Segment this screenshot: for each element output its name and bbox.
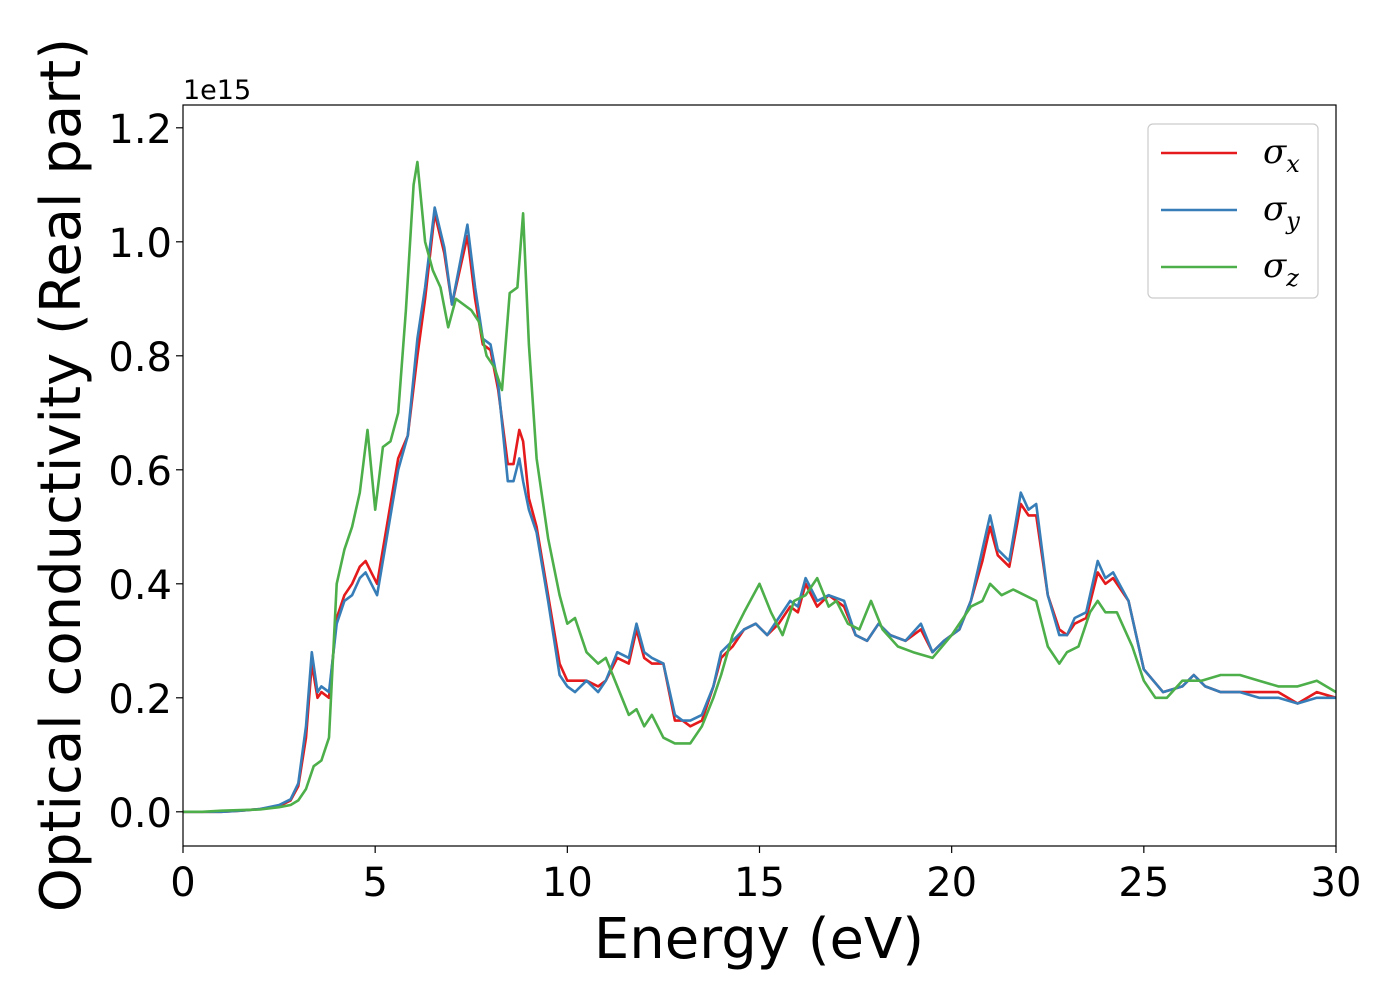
x-tick-label: 25 <box>1118 860 1169 906</box>
x-tick-label: 15 <box>734 860 785 906</box>
y-tick-label: 0.4 <box>108 563 172 609</box>
legend-label-y: σy <box>1263 189 1300 235</box>
legend-symbol: σ <box>1263 132 1287 172</box>
x-tick-label: 20 <box>926 860 977 906</box>
y-tick-label: 1.0 <box>108 221 172 267</box>
legend-subscript: x <box>1286 150 1300 178</box>
legend-label-x: σx <box>1263 132 1300 178</box>
y-tick-label: 0.2 <box>108 677 172 723</box>
x-axis-label: Energy (eV) <box>594 907 924 972</box>
y-axis-label: Optical conductivity (Real part) <box>29 38 94 912</box>
legend-label-z: σz <box>1263 246 1299 292</box>
series-line-z <box>183 160 1337 814</box>
y-tick-label: 1.2 <box>108 107 172 153</box>
x-tick-label: 0 <box>170 860 195 906</box>
legend-subscript: y <box>1285 207 1300 235</box>
y-axis-ticks: 0.0 0.2 0.4 0.6 0.8 1.0 1.2 <box>108 107 183 837</box>
y-offset-label: 1e15 <box>183 75 251 106</box>
y-tick-label: 0.6 <box>108 449 172 495</box>
x-tick-label: 10 <box>542 860 593 906</box>
x-tick-label: 30 <box>1311 860 1362 906</box>
legend-symbol: σ <box>1263 189 1287 229</box>
legend-symbol: σ <box>1263 246 1287 286</box>
legend-subscript: z <box>1285 264 1299 292</box>
y-tick-label: 0.8 <box>108 335 172 381</box>
y-tick-label: 0.0 <box>108 791 172 837</box>
plot-lines <box>183 160 1337 814</box>
x-tick-label: 5 <box>362 860 387 906</box>
series-line-y <box>183 206 1336 814</box>
x-axis-ticks: 0 5 10 15 20 25 30 <box>170 846 1361 906</box>
